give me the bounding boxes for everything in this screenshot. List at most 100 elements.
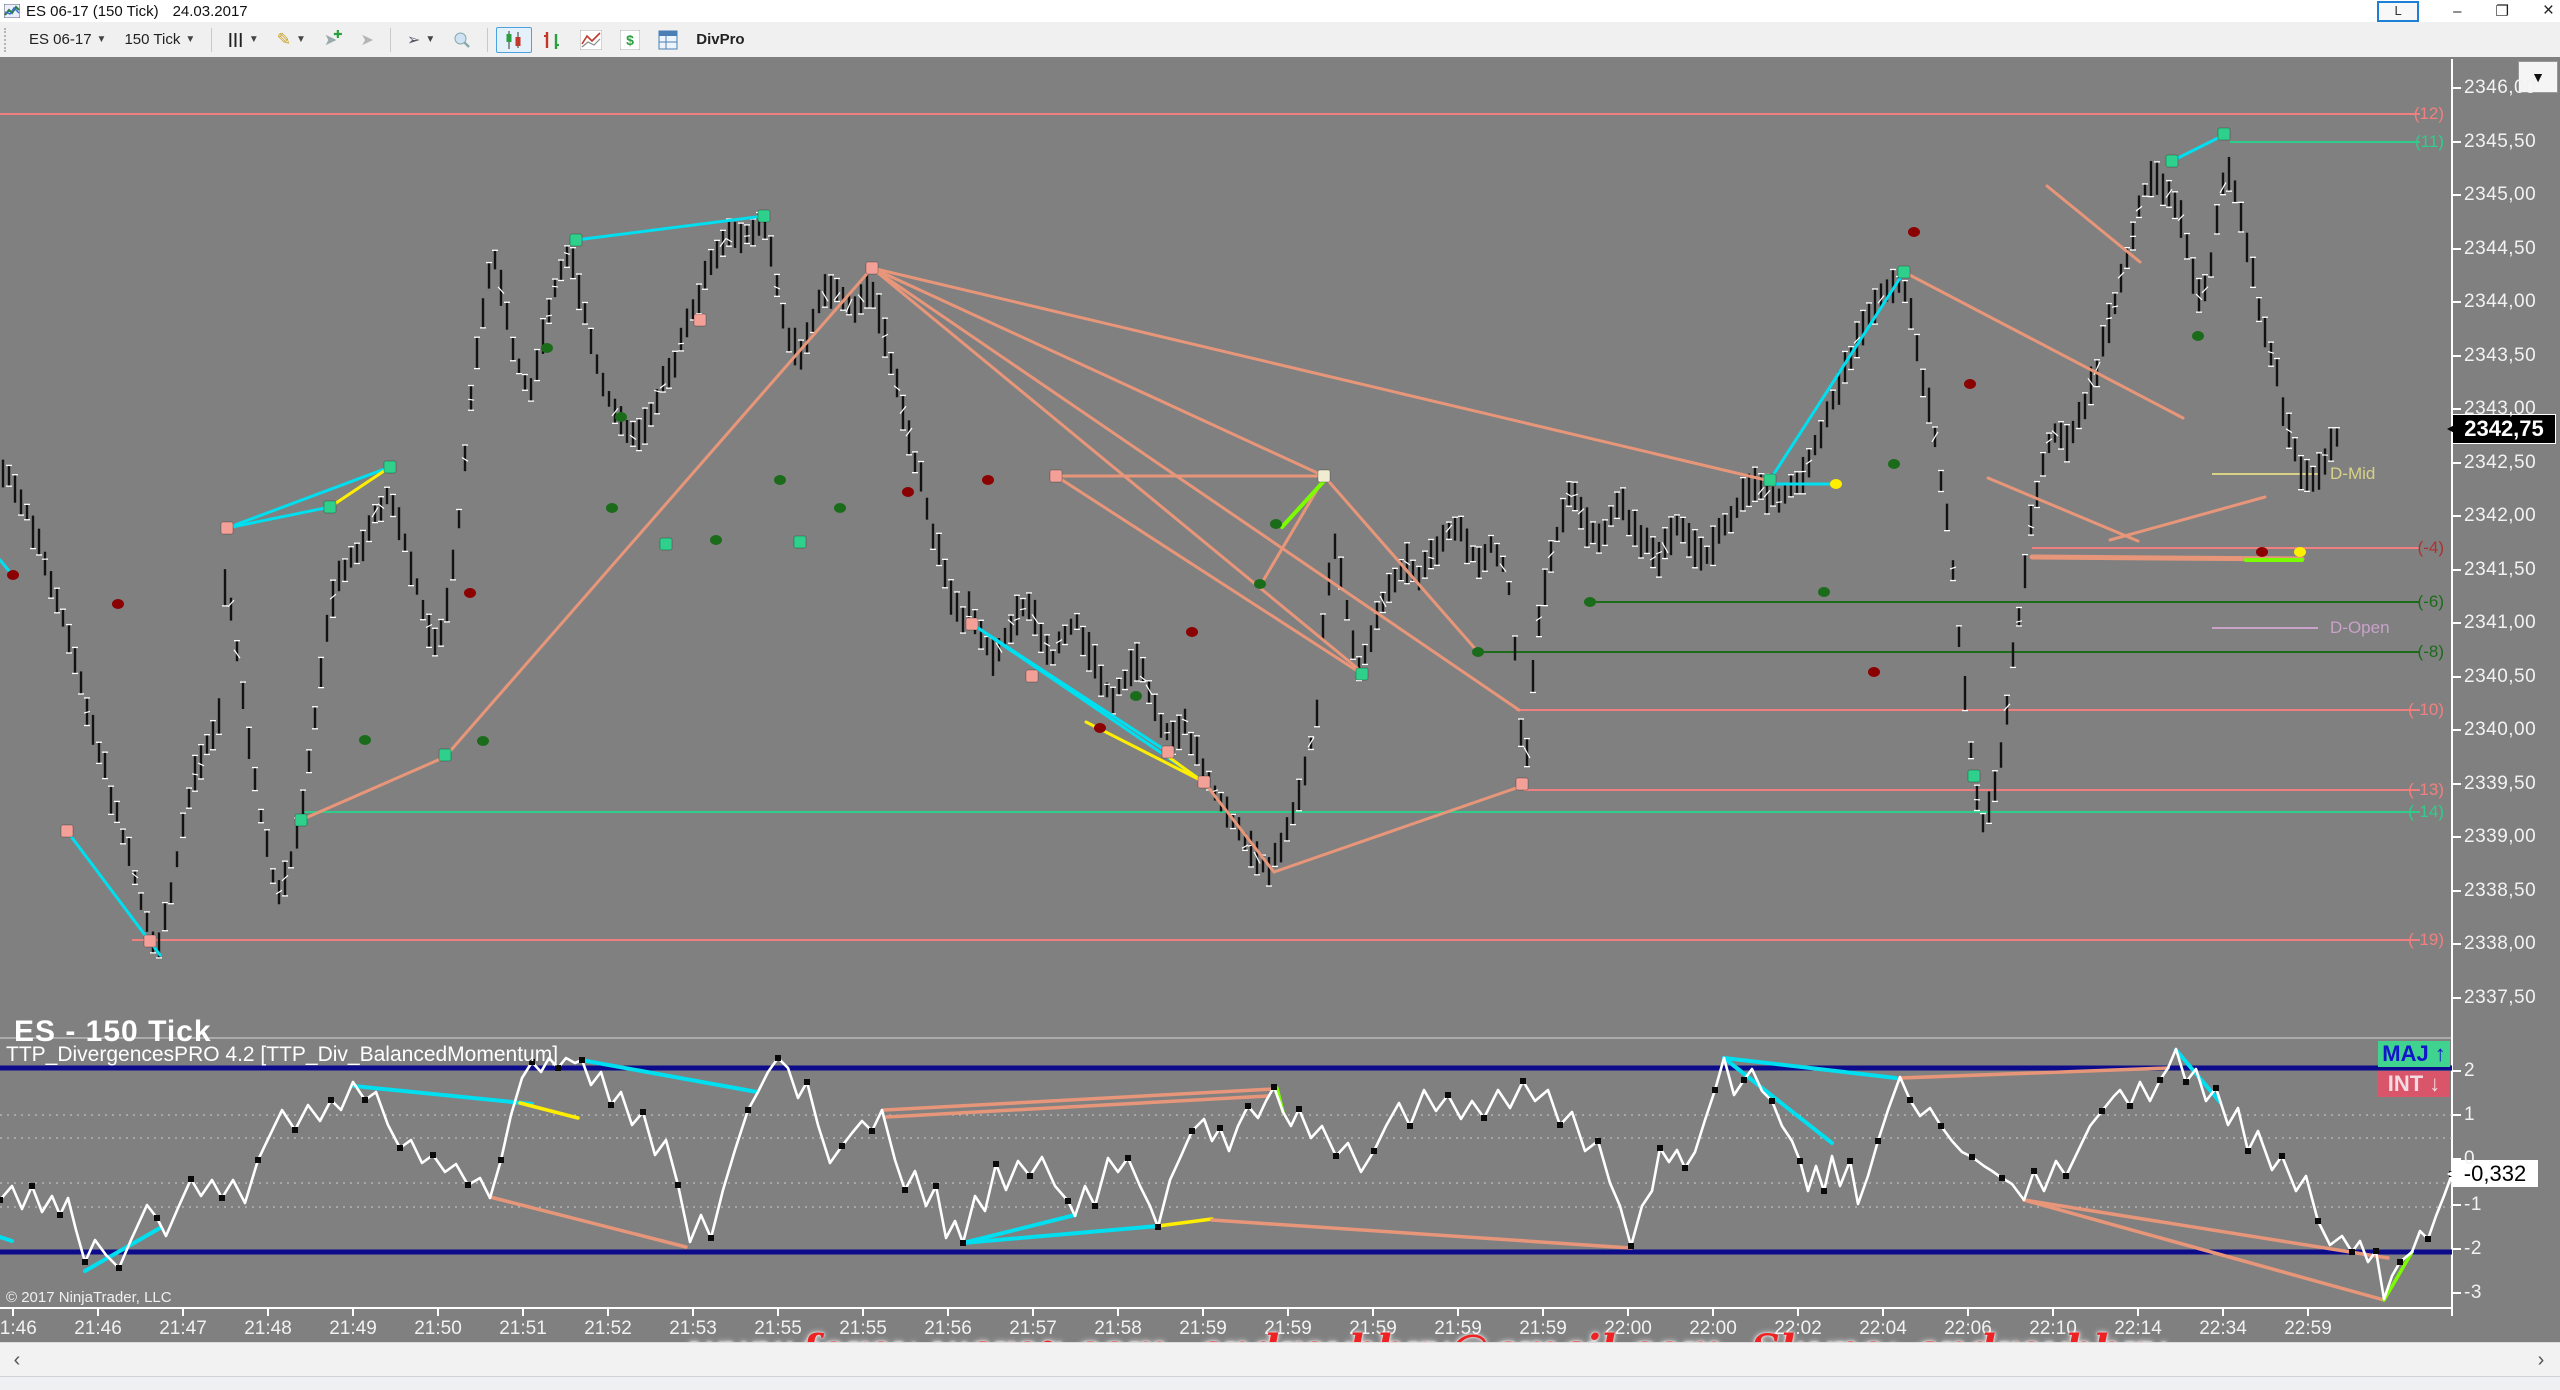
- swing-square-green: [1897, 265, 1911, 279]
- bar-mid-tick: [1757, 486, 1765, 495]
- swing-square-salmon: [60, 824, 74, 838]
- restore-button[interactable]: ❐: [2495, 3, 2509, 20]
- zoom-tool-button[interactable]: [445, 28, 479, 52]
- divergence-line-greenyellow: [1280, 479, 1326, 529]
- bar-mid-tick: [2111, 305, 2119, 308]
- bar-mid-tick: [1877, 295, 1885, 304]
- line-chart-icon: [580, 29, 603, 50]
- bar-mid-tick: [2051, 430, 2059, 437]
- signal-dot-dark_green: [774, 475, 786, 485]
- chart-style-line[interactable]: [572, 27, 610, 53]
- signal-dot-dark_red: [2256, 547, 2268, 557]
- cursor-tool-button[interactable]: ➢ ▼: [399, 27, 443, 53]
- indicator-marker: [2213, 1085, 2219, 1091]
- signal-dot-dark_green: [834, 503, 846, 513]
- time-tick-label: 22:10: [2029, 1318, 2077, 1339]
- signal-dot-yellow: [2294, 547, 2306, 557]
- price-tick-label: 2339,50: [2464, 773, 2537, 794]
- bar-mid-tick: [1055, 639, 1063, 644]
- indicator-marker: [1092, 1203, 1098, 1209]
- candlestick-icon: [506, 30, 521, 49]
- signal-dot-dark_green: [615, 412, 627, 422]
- price-tick-label: 2343,50: [2464, 345, 2537, 366]
- arrow-up-icon: ↑: [2434, 1041, 2446, 1066]
- account-data-button[interactable]: $: [612, 27, 648, 53]
- indicator-marker: [362, 1097, 368, 1103]
- indicator-divergence-cyan: [1722, 1056, 1898, 1080]
- indicator-marker: [1907, 1097, 1913, 1103]
- close-button[interactable]: ×: [2542, 0, 2554, 21]
- indicator-divergence-greenyellow: [2382, 1250, 2414, 1302]
- indicator-marker: [1712, 1087, 1718, 1093]
- bar-mid-tick: [899, 405, 907, 415]
- bar-mid-tick: [83, 710, 91, 714]
- dollar-icon: $: [620, 29, 641, 50]
- signal-dot-dark_red: [1908, 227, 1920, 237]
- instrument-selector[interactable]: ES 06-17 ▼: [29, 31, 107, 48]
- indicator-divergence-salmon: [488, 1195, 688, 1249]
- signal-dot-dark_green: [1818, 587, 1830, 597]
- bar-mid-tick: [563, 251, 571, 256]
- chart-style-ohlc[interactable]: [534, 27, 570, 53]
- signal-dot-dark_green: [1888, 459, 1900, 469]
- indicator-marker: [2157, 1077, 2163, 1083]
- indicator-divergence-salmon: [882, 1087, 1276, 1112]
- divergence-line-salmon: [1202, 780, 1276, 874]
- swing-square-salmon: [693, 313, 707, 327]
- bar-mid-tick: [1019, 607, 1027, 611]
- scroll-left-arrow[interactable]: ‹: [13, 1348, 21, 1371]
- bar-mid-tick: [2105, 317, 2113, 320]
- table-icon: [658, 30, 678, 49]
- drawing-tools-button[interactable]: ✎ ▼: [269, 27, 314, 53]
- add-marker-button[interactable]: ➤ ✚: [316, 27, 351, 53]
- bar-mid-tick: [1763, 489, 1771, 498]
- remove-marker-button[interactable]: ➤: [353, 27, 382, 53]
- chart-canvas[interactable]: ES - 150 Tick TTP_DivergencesPRO 4.2 [TT…: [0, 57, 2560, 1342]
- divergence-line-salmon: [1272, 784, 1524, 874]
- price-tick-label: 2342,50: [2464, 452, 2537, 473]
- indicator-marker: [555, 1065, 561, 1071]
- interval-selector[interactable]: 150 Tick ▼: [124, 31, 196, 48]
- pencil-icon: ✎: [276, 29, 291, 49]
- swing-square-salmon: [865, 261, 879, 275]
- swing-square-green: [438, 748, 452, 762]
- divergence-line-salmon: [2108, 495, 2267, 542]
- link-button[interactable]: L: [2377, 0, 2420, 22]
- indicator-marker: [116, 1265, 122, 1271]
- bar-mid-tick: [1031, 613, 1039, 624]
- price-tick-label: 2346,00: [2464, 77, 2537, 98]
- divergence-line-cyan: [2170, 133, 2226, 163]
- divergence-line-cyan: [65, 829, 162, 957]
- indicator-marker: [1407, 1123, 1413, 1129]
- indicator-divergence-cyan: [961, 1213, 1077, 1245]
- divergence-line-salmon: [870, 266, 1521, 712]
- horizontal-scrollbar[interactable]: ‹ ›: [0, 1342, 2560, 1377]
- price-and-indicator-plot: [0, 59, 2461, 1316]
- time-tick-label: 22:06: [1944, 1318, 1992, 1339]
- toolbar-grip[interactable]: [4, 27, 14, 52]
- chart-dropdown-button[interactable]: ▼: [2518, 61, 2558, 93]
- swing-square-salmon: [220, 521, 234, 535]
- data-grid-button[interactable]: [650, 27, 686, 53]
- toolbar-separator: [389, 27, 391, 52]
- scroll-right-arrow[interactable]: ›: [2537, 1348, 2545, 1371]
- bar-mid-tick: [2195, 293, 2203, 301]
- time-tick-label: 21:47: [159, 1318, 207, 1339]
- trend-badge-INT: INT ↓: [2378, 1071, 2450, 1097]
- minimize-button[interactable]: –: [2453, 2, 2462, 20]
- signal-dot-dark_red: [1094, 723, 1106, 733]
- swing-square-green: [1355, 667, 1369, 681]
- indicator-marker: [29, 1183, 35, 1189]
- bar-type-button[interactable]: ||| ▼: [220, 28, 267, 51]
- indicator-marker: [2031, 1168, 2037, 1174]
- window-date: 24.03.2017: [172, 2, 248, 20]
- price-tick-label: 2341,00: [2464, 612, 2537, 633]
- bar-mid-tick: [719, 238, 727, 248]
- chart-style-candle-selected[interactable]: [496, 26, 533, 53]
- bar-mid-tick: [2135, 205, 2143, 212]
- indicator-marker: [579, 1057, 585, 1063]
- bar-mid-tick: [1043, 642, 1051, 647]
- bar-mid-tick: [1775, 501, 1783, 504]
- signal-dot-dark_red: [1868, 667, 1880, 677]
- title-bar[interactable]: ES 06-17 (150 Tick) 24.03.2017 L – ❐ ×: [0, 0, 2560, 22]
